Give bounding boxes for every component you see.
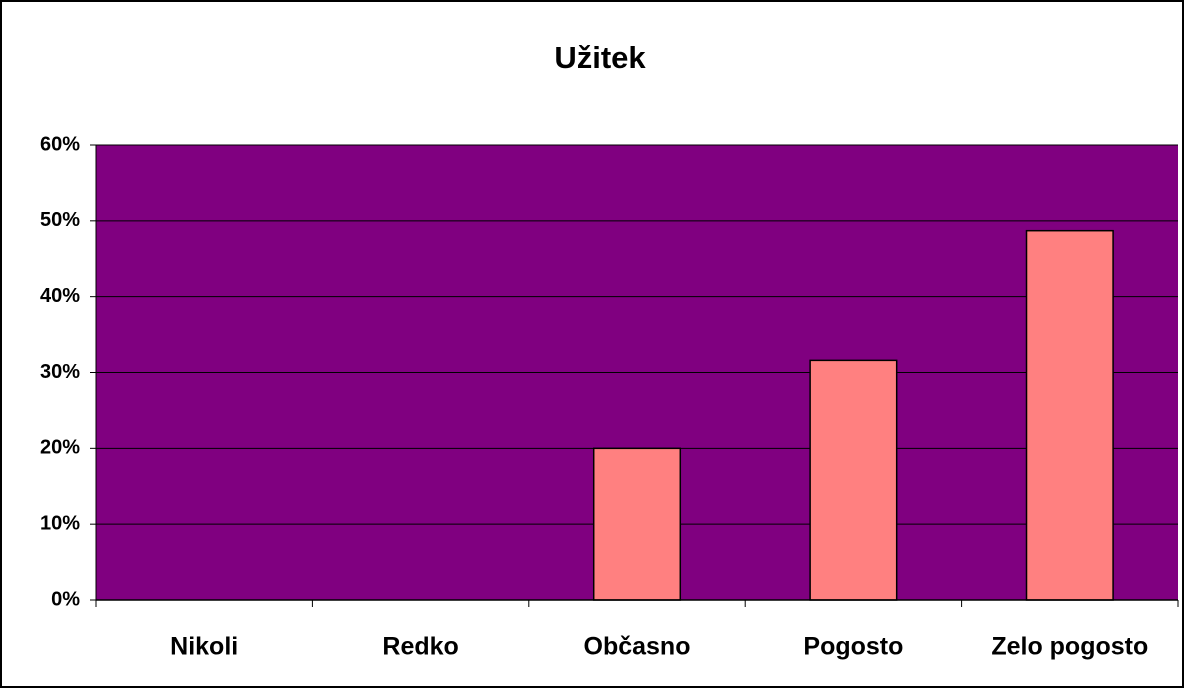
x-tick-label: Občasno bbox=[584, 633, 691, 661]
y-tick-label: 50% bbox=[40, 209, 80, 231]
y-tick-label: 0% bbox=[51, 588, 80, 610]
y-tick-label: 60% bbox=[40, 133, 80, 155]
x-tick-label: Redko bbox=[382, 633, 458, 661]
x-tick-label: Zelo pogosto bbox=[991, 633, 1148, 661]
y-tick-label: 10% bbox=[40, 512, 80, 534]
bar bbox=[592, 447, 682, 601]
y-tick-label: 40% bbox=[40, 285, 80, 307]
chart-title: Užitek bbox=[554, 40, 646, 75]
y-tick-label: 30% bbox=[40, 361, 80, 383]
bar bbox=[809, 359, 898, 601]
x-tick-label: Nikoli bbox=[170, 633, 238, 661]
bar bbox=[1025, 229, 1114, 601]
y-tick-label: 20% bbox=[40, 437, 80, 459]
x-tick-label: Pogosto bbox=[803, 633, 903, 661]
